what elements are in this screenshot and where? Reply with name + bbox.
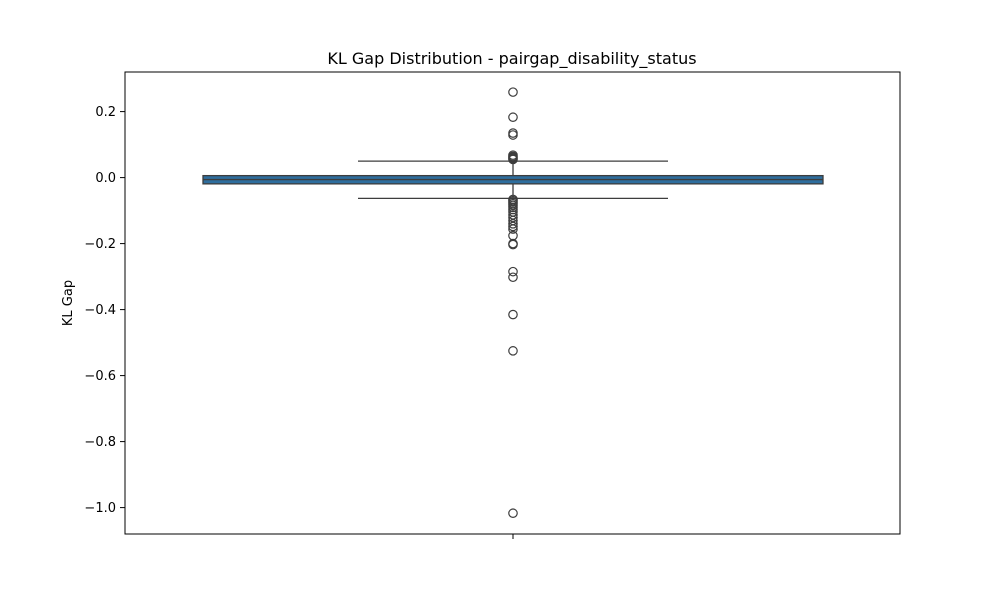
outlier-point — [508, 309, 518, 320]
boxplot — [202, 160, 824, 200]
outlier-point — [508, 346, 518, 356]
y-tick-label: 0.2 — [95, 105, 116, 120]
y-tick-label: −0.6 — [84, 369, 116, 384]
outlier-point — [508, 128, 518, 138]
y-axis-label: KL Gap — [61, 280, 76, 326]
outlier-point — [508, 508, 518, 519]
outliers — [508, 87, 518, 519]
y-tick-label: −0.8 — [84, 435, 116, 450]
y-tick-label: −0.4 — [84, 303, 116, 318]
chart-title: KL Gap Distribution - pairgap_disability… — [327, 49, 696, 69]
outlier-point — [508, 266, 518, 277]
outlier-point — [508, 87, 518, 97]
outlier-point — [508, 272, 518, 283]
y-tick-label: −0.2 — [84, 237, 116, 252]
outlier-point — [508, 130, 518, 140]
outlier-point — [508, 154, 518, 165]
outlier-point — [508, 221, 518, 232]
y-tick-label: 0.0 — [95, 171, 116, 186]
y-tick-label: −1.0 — [84, 501, 116, 516]
outlier-point — [508, 112, 518, 123]
outlier-point — [508, 239, 518, 250]
outlier-point — [508, 224, 518, 234]
outlier-point — [508, 219, 518, 229]
plot-area-frame — [124, 71, 901, 535]
axes: 0.2 0.0 −0.2 −0.4 −0.6 −0.8 −1.0 — [84, 105, 514, 539]
